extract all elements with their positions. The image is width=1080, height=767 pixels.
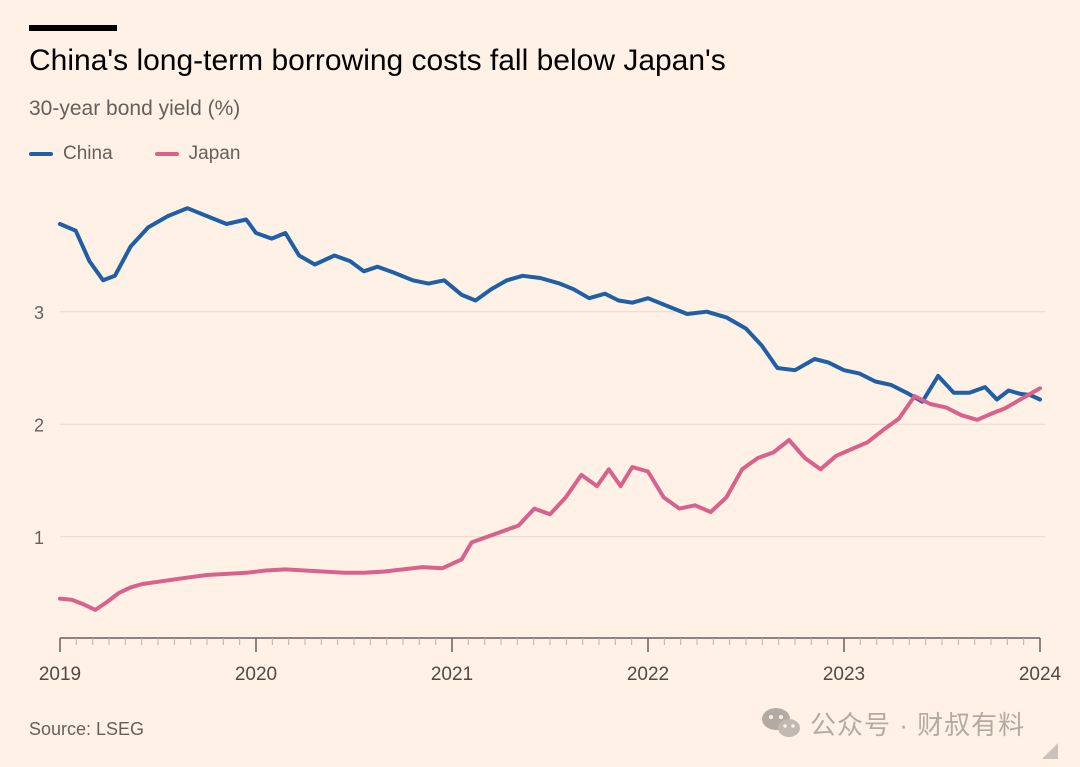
- legend-item-japan: Japan: [154, 143, 241, 165]
- wechat-icon: [760, 704, 802, 742]
- source-note: Source: LSEG: [29, 719, 145, 739]
- series-line-china: [58, 206, 1042, 404]
- corner-mark-icon: [1042, 743, 1058, 759]
- chart-subtitle: 30-year bond yield (%): [29, 97, 241, 120]
- x-tick-label-2021: 2021: [431, 664, 473, 685]
- x-tick-label-2023: 2023: [823, 664, 865, 685]
- top-accent-bar: [29, 25, 117, 31]
- legend-swatch-china: [29, 152, 53, 156]
- legend-item-china: China: [29, 143, 113, 165]
- series-line-japan: [58, 386, 1042, 612]
- y-tick-label-2: 2: [34, 415, 44, 435]
- legend-swatch-japan: [154, 152, 179, 156]
- x-tick-label-2024: 2024: [1019, 664, 1062, 685]
- legend: China Japan: [29, 142, 240, 166]
- y-tick-label-1: 1: [34, 528, 44, 548]
- watermark: 公众号 · 财叔有料: [760, 704, 1025, 742]
- x-tick-label-2022: 2022: [627, 664, 669, 685]
- watermark-text: 公众号 · 财叔有料: [810, 709, 1026, 740]
- x-tick-label-2019: 2019: [39, 664, 81, 685]
- x-tick-label-2020: 2020: [235, 664, 277, 685]
- legend-label-japan: Japan: [188, 143, 241, 164]
- legend-label-china: China: [63, 143, 113, 164]
- y-tick-label-3: 3: [34, 303, 44, 323]
- chart-title: China's long-term borrowing costs fall b…: [29, 44, 726, 77]
